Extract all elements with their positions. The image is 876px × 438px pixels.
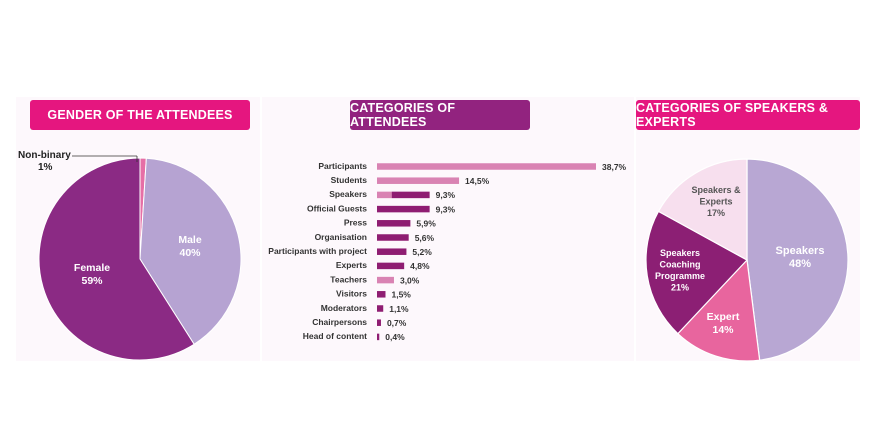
coaching-slice-label: Programme (655, 271, 705, 281)
male-value: 40% (179, 247, 201, 259)
expert-slice-label: 14% (712, 324, 734, 336)
category-value: 38,7% (602, 162, 627, 172)
category-bar (377, 276, 394, 284)
category-bar (377, 319, 381, 326)
category-value: 5,6% (415, 233, 435, 243)
categories-header: CATEGORIES OF ATTENDEES (350, 100, 530, 130)
category-label: Press (344, 218, 367, 228)
speakers-pie: Speakers48%Expert14%SpeakersCoachingProg… (645, 158, 849, 362)
category-value: 9,3% (436, 190, 456, 200)
speakers-slice-speakers-experts (657, 158, 748, 262)
speakers-experts-slice-label: Speakers & (691, 185, 741, 195)
category-label: Chairpersons (312, 317, 367, 327)
coaching-slice-label: 21% (671, 283, 689, 293)
speakers-slice-speakers-coaching-programme (645, 210, 748, 335)
category-value: 0,4% (385, 332, 405, 342)
category-bar-segment (391, 191, 430, 199)
male-label: Male (178, 234, 202, 246)
category-value: 3,0% (400, 275, 420, 285)
category-label: Moderators (321, 303, 368, 313)
category-bar (377, 177, 460, 184)
category-value: 5,9% (416, 219, 436, 229)
coaching-slice-label: Speakers (660, 248, 700, 258)
category-label: Official Guests (307, 203, 367, 213)
category-label: Participants with project (268, 246, 367, 256)
category-label: Speakers (329, 189, 367, 199)
expert-slice-label: Expert (707, 311, 740, 323)
category-bar (377, 305, 384, 312)
speakers-slice-label: 48% (789, 258, 811, 270)
gender-header: GENDER OF THE ATTENDEES (30, 100, 250, 130)
category-value: 1,5% (391, 290, 411, 300)
category-bar (377, 205, 430, 213)
categories-panel-bg (262, 97, 634, 361)
female-label: Female (74, 262, 110, 274)
category-value: 9,3% (436, 204, 456, 214)
category-bar (377, 163, 596, 170)
coaching-slice-label: Coaching (659, 260, 700, 270)
category-label: Students (331, 175, 368, 185)
category-bar (377, 234, 409, 241)
gender-slice-male (139, 157, 242, 345)
categories-bar-chart: Participants 38,7% Students 14,5% Speakers 9,… (268, 161, 626, 342)
category-label: Experts (336, 260, 367, 270)
speakers-experts-slice-label: Experts (699, 197, 732, 207)
nonbinary-value: 1% (38, 162, 53, 173)
gender-slice-female (38, 157, 195, 361)
category-value: 0,7% (387, 318, 407, 328)
category-label: Teachers (330, 274, 367, 284)
category-bar (377, 191, 392, 199)
category-bar (377, 262, 405, 270)
category-label: Organisation (315, 232, 367, 242)
category-label: Head of content (303, 331, 367, 341)
category-label: Visitors (336, 289, 367, 299)
speakers-slice-label: Speakers (776, 245, 825, 257)
speakers-header: CATEGORIES OF SPEAKERS & EXPERTS (636, 100, 860, 130)
speakers-slice-speakers (746, 158, 849, 361)
nonbinary-label: Non-binary (18, 150, 71, 161)
speakers-slice-expert (677, 258, 761, 362)
female-value: 59% (81, 275, 103, 287)
category-label: Participants (318, 161, 367, 171)
category-value: 5,2% (412, 247, 432, 257)
category-bar (377, 333, 380, 341)
speakers-experts-slice-label: 17% (707, 208, 725, 218)
category-value: 4,8% (410, 261, 430, 271)
category-bar (377, 220, 411, 227)
category-value: 14,5% (465, 176, 490, 186)
category-bar (377, 248, 407, 255)
category-bar (377, 291, 386, 298)
category-value: 1,1% (389, 304, 409, 314)
